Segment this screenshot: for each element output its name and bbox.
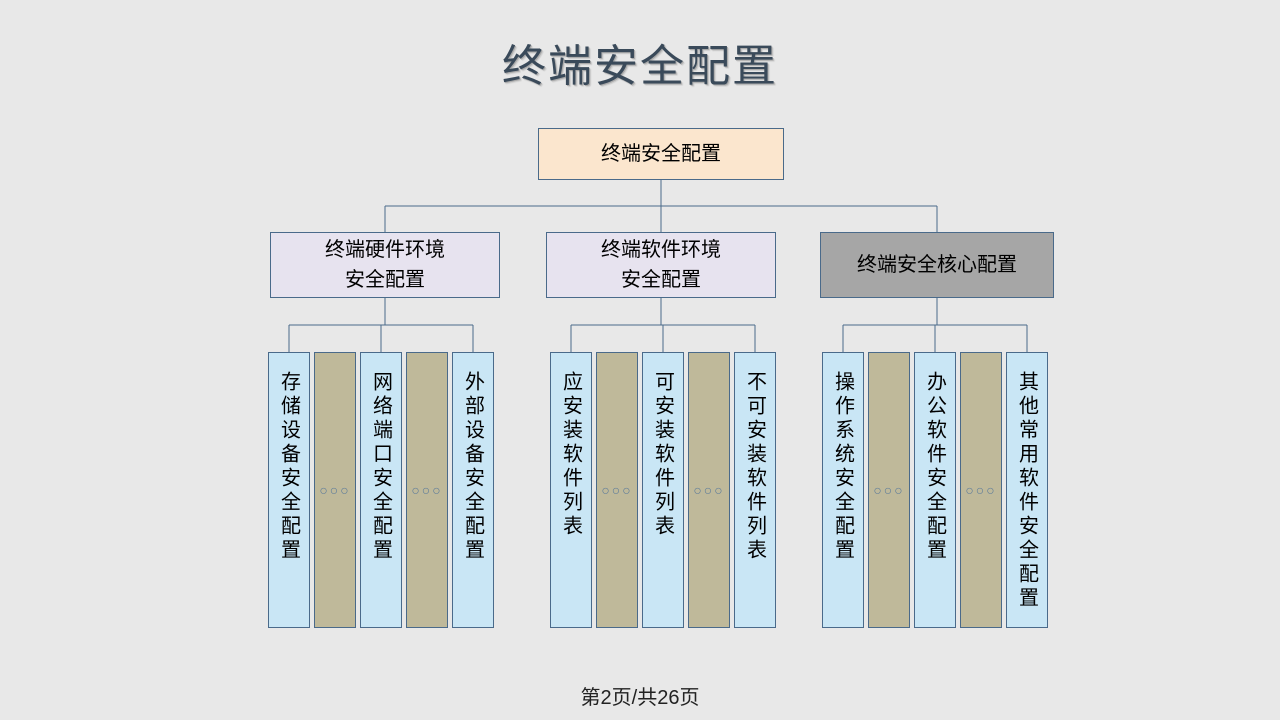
leaf-node: 存储设备安全配置 [268, 352, 310, 628]
root-node: 终端安全配置 [538, 128, 784, 180]
leaf-node: 可安装软件列表 [642, 352, 684, 628]
page-footer: 第2页/共26页 [0, 681, 1280, 710]
ellipsis-node: ○○○ [868, 352, 910, 628]
branch-node-b1: 终端硬件环境安全配置 [270, 232, 500, 298]
branch-node-b2: 终端软件环境安全配置 [546, 232, 776, 298]
connector-lines [0, 0, 1280, 720]
leaf-node: 办公软件安全配置 [914, 352, 956, 628]
leaf-node: 操作系统安全配置 [822, 352, 864, 628]
ellipsis-node: ○○○ [596, 352, 638, 628]
leaf-node: 应安装软件列表 [550, 352, 592, 628]
ellipsis-node: ○○○ [960, 352, 1002, 628]
leaf-node: 外部设备安全配置 [452, 352, 494, 628]
ellipsis-node: ○○○ [406, 352, 448, 628]
leaf-node: 不可安装软件列表 [734, 352, 776, 628]
leaf-node: 网络端口安全配置 [360, 352, 402, 628]
branch-node-b3: 终端安全核心配置 [820, 232, 1054, 298]
ellipsis-node: ○○○ [688, 352, 730, 628]
leaf-node: 其他常用软件安全配置 [1006, 352, 1048, 628]
page-title: 终端安全配置 [0, 30, 1280, 94]
ellipsis-node: ○○○ [314, 352, 356, 628]
